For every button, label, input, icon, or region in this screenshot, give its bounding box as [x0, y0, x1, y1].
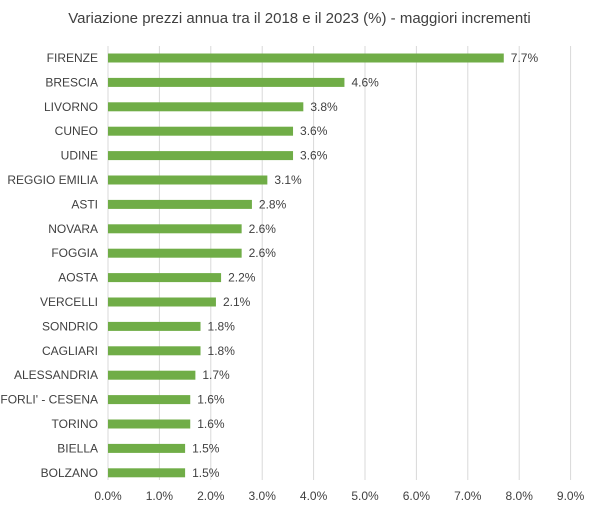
- bar: [108, 53, 504, 63]
- bar: [108, 199, 252, 209]
- data-label: 1.5%: [192, 466, 220, 480]
- data-label: 1.5%: [192, 441, 220, 455]
- data-label: 3.8%: [310, 100, 338, 114]
- bar: [108, 126, 294, 136]
- bar: [108, 419, 191, 429]
- category-label: BOLZANO: [41, 466, 98, 480]
- bar: [108, 297, 216, 307]
- data-label: 2.6%: [249, 222, 277, 236]
- x-tick-label: 9.0%: [557, 489, 585, 503]
- category-label: REGGIO EMILIA: [7, 173, 98, 187]
- x-tick-label: 3.0%: [249, 489, 277, 503]
- data-label: 2.8%: [259, 197, 287, 211]
- x-tick-label: 1.0%: [146, 489, 174, 503]
- data-label: 2.1%: [223, 295, 251, 309]
- bar: [108, 224, 242, 234]
- data-label: 2.2%: [228, 271, 256, 285]
- data-label: 1.6%: [197, 393, 225, 407]
- category-label: VERCELLI: [40, 295, 98, 309]
- data-label: 2.6%: [249, 246, 277, 260]
- category-label: SONDRIO: [42, 319, 98, 333]
- category-label: CUNEO: [55, 124, 98, 138]
- category-label: AOSTA: [58, 271, 98, 285]
- data-label: 3.6%: [300, 124, 328, 138]
- category-label: ALESSANDRIA: [14, 368, 98, 382]
- bar: [108, 395, 191, 405]
- chart-title: Variazione prezzi annua tra il 2018 e il…: [68, 10, 531, 27]
- x-tick-label: 8.0%: [506, 489, 534, 503]
- bar: [108, 151, 294, 161]
- bar: [108, 346, 201, 356]
- data-label: 1.6%: [197, 417, 225, 431]
- data-label: 4.6%: [351, 75, 379, 89]
- data-label: 1.8%: [208, 319, 236, 333]
- data-label: 1.7%: [202, 368, 230, 382]
- category-label: CAGLIARI: [42, 344, 98, 358]
- category-label: FIRENZE: [47, 51, 98, 65]
- bar: [108, 443, 186, 453]
- category-label: LIVORNO: [44, 100, 98, 114]
- category-label: NOVARA: [48, 222, 98, 236]
- category-label: ASTI: [71, 197, 98, 211]
- x-tick-label: 4.0%: [300, 489, 328, 503]
- data-label: 1.8%: [208, 344, 236, 358]
- x-tick-label: 0.0%: [94, 489, 122, 503]
- x-tick-label: 6.0%: [403, 489, 431, 503]
- x-tick-label: 2.0%: [197, 489, 225, 503]
- x-tick-label: 7.0%: [454, 489, 482, 503]
- data-label: 3.1%: [274, 173, 302, 187]
- category-label: UDINE: [61, 149, 98, 163]
- bar: [108, 273, 222, 283]
- category-label: TORINO: [52, 417, 98, 431]
- x-tick-label: 5.0%: [351, 489, 379, 503]
- bar: [108, 102, 304, 112]
- bar: [108, 175, 268, 185]
- category-label: FOGGIA: [51, 246, 98, 260]
- category-label: BRESCIA: [45, 75, 98, 89]
- bar: [108, 321, 201, 331]
- bar: [108, 370, 196, 380]
- data-label: 7.7%: [511, 51, 539, 65]
- category-label: BIELLA: [57, 441, 98, 455]
- bar: [108, 468, 186, 478]
- bar: [108, 77, 345, 87]
- data-label: 3.6%: [300, 149, 328, 163]
- bar: [108, 248, 242, 258]
- category-label: FORLI' - CESENA: [0, 393, 98, 407]
